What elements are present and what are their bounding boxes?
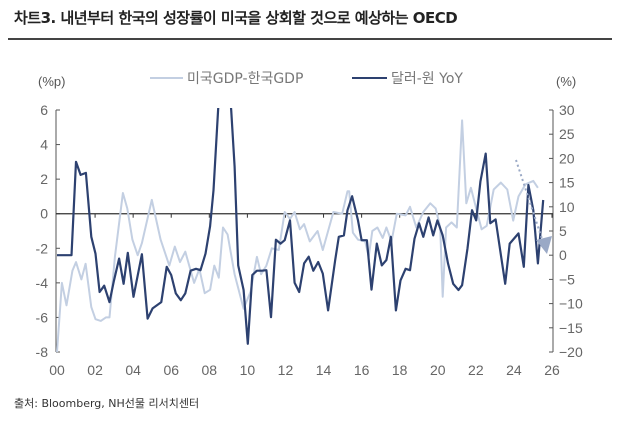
left-tick-label: -2 (36, 240, 49, 256)
left-tick-label: -8 (36, 344, 49, 360)
right-tick-label: −5 (559, 271, 575, 287)
x-tick-label: 04 (125, 362, 141, 378)
right-tick-label: 25 (559, 126, 575, 142)
left-tick-label: 2 (40, 171, 48, 187)
right-tick-label: 20 (559, 150, 575, 166)
x-tick-label: 12 (278, 362, 294, 378)
right-axis-unit: (%) (556, 74, 576, 89)
chart-title: 차트3. 내년부터 한국의 성장률이 미국을 상회할 것으로 예상하는 OECD (14, 9, 458, 27)
right-tick-label: −20 (559, 344, 583, 360)
right-tick-label: 30 (559, 102, 575, 118)
x-tick-label: 26 (544, 362, 560, 378)
right-tick-label: −15 (559, 320, 583, 336)
left-tick-label: 4 (40, 137, 48, 153)
left-tick-label: 6 (40, 102, 48, 118)
title-divider (8, 38, 612, 40)
x-tick-label: 22 (468, 362, 484, 378)
legend: 미국GDP-한국GDP 달러-원 YoY (150, 71, 463, 87)
forecast-arrow-head-icon (536, 236, 552, 254)
x-tick-label: 10 (240, 362, 256, 378)
x-tick-label: 00 (49, 362, 65, 378)
series-line-gdp-diff (56, 119, 539, 353)
right-tick-label: 15 (559, 175, 575, 191)
right-tick-label: 10 (559, 199, 575, 215)
left-tick-label: -4 (36, 275, 49, 291)
source-note: 출처: Bloomberg, NH선물 리서치센터 (14, 397, 200, 410)
left-tick-label: 0 (40, 206, 48, 222)
legend-label-usdkrw: 달러-원 YoY (391, 71, 463, 87)
left-tick-label: -6 (36, 309, 49, 325)
left-axis-unit: (%p) (38, 74, 65, 89)
legend-label-gdp-diff: 미국GDP-한국GDP (187, 71, 303, 87)
forecast-arrow-shaft (515, 159, 544, 243)
x-tick-label: 24 (506, 362, 522, 378)
x-tick-label: 16 (354, 362, 370, 378)
right-tick-label: −10 (559, 296, 583, 312)
right-tick-label: 0 (559, 247, 567, 263)
x-tick-label: 18 (392, 362, 408, 378)
x-tick-label: 14 (316, 362, 332, 378)
x-tick-label: 20 (430, 362, 446, 378)
x-tick-label: 02 (87, 362, 103, 378)
x-tick-label: 08 (202, 362, 218, 378)
x-tick-label: 06 (163, 362, 179, 378)
right-tick-label: 5 (559, 223, 567, 239)
series-line-usdkrw-yoy (57, 108, 545, 345)
